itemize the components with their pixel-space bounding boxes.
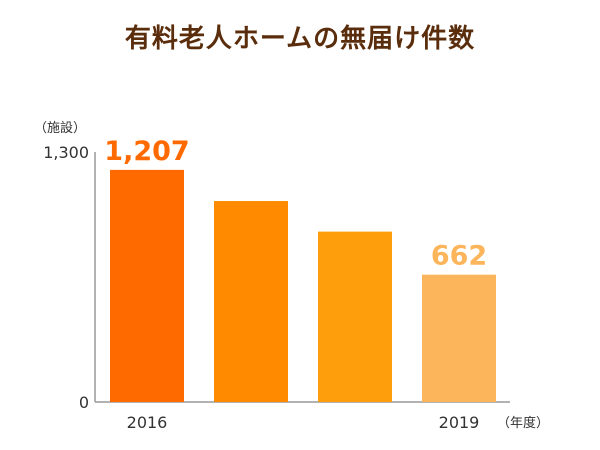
data-label-2019: 662 bbox=[431, 241, 487, 272]
y-axis-unit-label: （施設） bbox=[34, 120, 86, 136]
bar-2019 bbox=[422, 274, 496, 402]
y-tick-label: 0 bbox=[79, 393, 89, 412]
bar-2016 bbox=[110, 169, 184, 402]
bar-2018 bbox=[318, 231, 392, 402]
x-axis-unit-label: （年度） bbox=[497, 415, 549, 431]
y-tick-label: 1,300 bbox=[43, 143, 89, 162]
chart-title: 有料老人ホームの無届け件数 bbox=[124, 24, 476, 54]
x-tick-label: 2019 bbox=[439, 413, 480, 432]
data-label-2016: 1,207 bbox=[104, 136, 189, 167]
x-tick-label: 2016 bbox=[127, 413, 168, 432]
bar-2017 bbox=[214, 201, 288, 402]
